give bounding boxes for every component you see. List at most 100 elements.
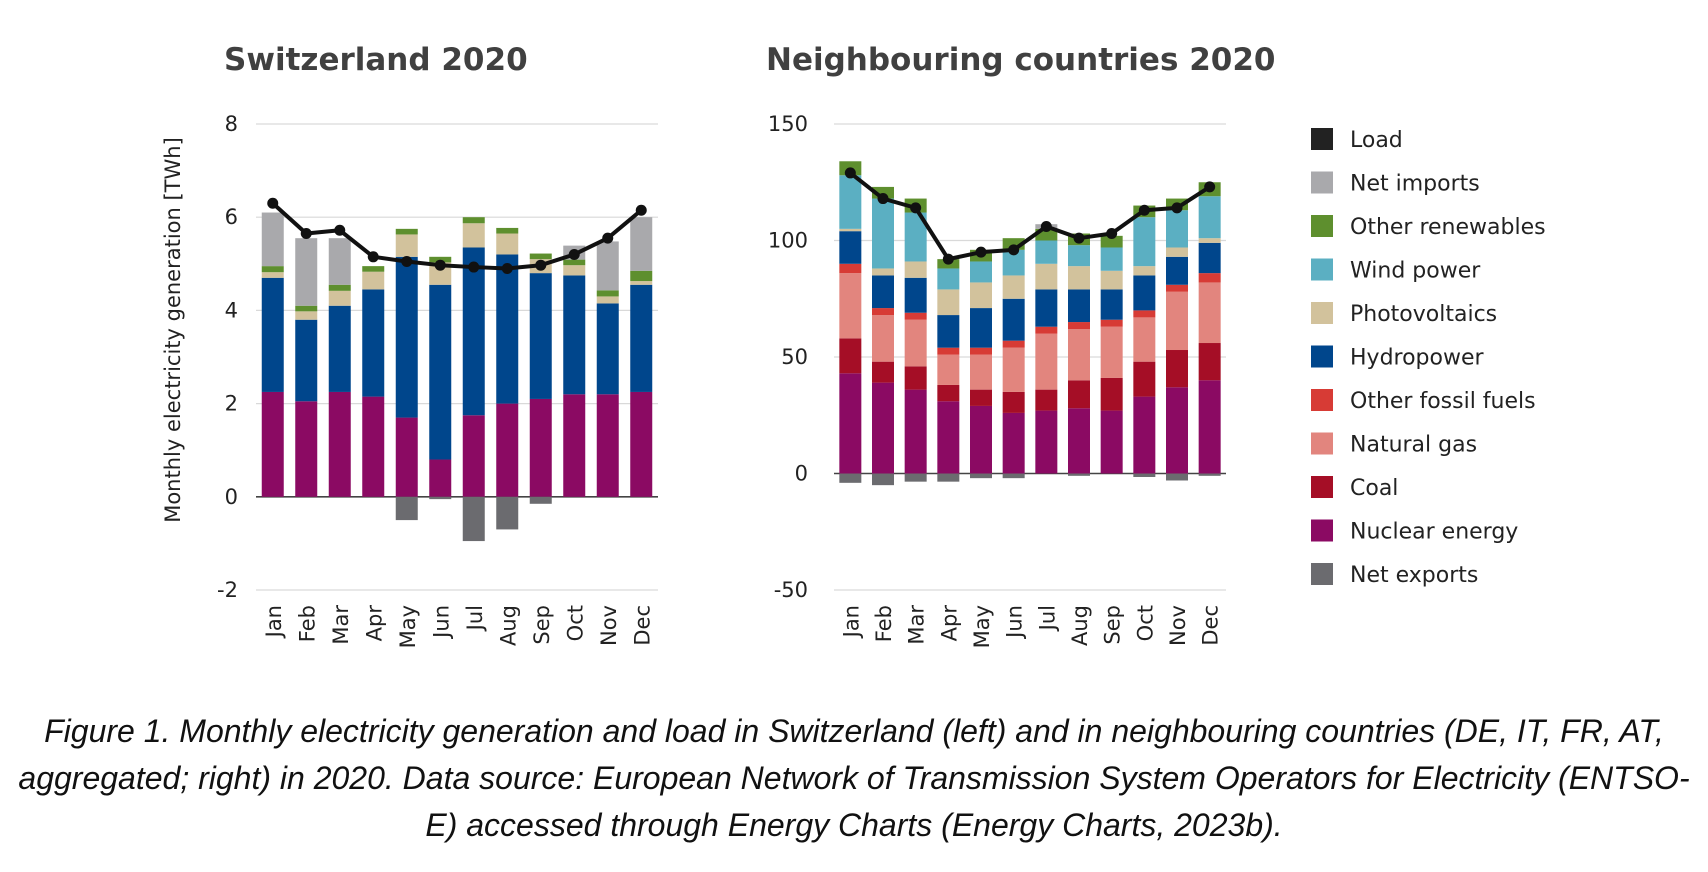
bar-segment — [529, 496, 552, 504]
x-tick-label: May — [396, 605, 420, 648]
load-point — [1171, 202, 1183, 214]
load-point — [568, 248, 580, 260]
x-tick-label: Aug — [496, 605, 520, 646]
load-point — [367, 251, 379, 263]
bar-segment — [970, 389, 992, 406]
load-point — [334, 224, 346, 236]
bar-segment — [261, 272, 284, 278]
y-tick-label: 8 — [225, 112, 238, 136]
bar-segment — [1035, 326, 1058, 334]
bar-segment — [295, 401, 318, 497]
load-point — [535, 259, 547, 271]
bar-segment — [904, 366, 927, 390]
bar-segment — [904, 319, 927, 367]
bar-segment — [1002, 249, 1025, 276]
bar-segment — [295, 305, 318, 312]
x-tick-label: Oct — [563, 605, 587, 641]
x-tick-label: Sep — [1101, 605, 1125, 645]
load-point — [1008, 244, 1020, 256]
load-point — [635, 204, 647, 216]
bar-segment — [328, 305, 351, 392]
bar-segment — [362, 396, 385, 497]
bar-segment — [362, 289, 385, 397]
load-point — [401, 255, 413, 267]
bar-segment — [937, 289, 960, 316]
y-tick-label: 150 — [768, 112, 808, 136]
bar-segment — [295, 319, 318, 402]
bar-segment — [462, 415, 485, 497]
legend-swatch — [1311, 476, 1333, 498]
bar-segment — [496, 233, 519, 255]
bar-segment — [937, 473, 960, 482]
bar-segment — [1002, 391, 1025, 413]
legend-label: Load — [1350, 128, 1403, 153]
bar-segment — [1133, 266, 1156, 276]
bar-segment — [872, 361, 894, 383]
bar-segment — [1166, 473, 1188, 481]
legend-label: Net exports — [1350, 563, 1478, 588]
bar-segment — [496, 254, 519, 404]
bar-segment — [328, 290, 351, 306]
bar-segment — [395, 228, 418, 235]
legend-swatch — [1311, 345, 1333, 368]
bar-segment — [1002, 347, 1025, 392]
legend-swatch — [1311, 215, 1333, 237]
bar-segment — [630, 270, 653, 282]
y-tick-label: 0 — [795, 462, 808, 486]
bar-segment — [1068, 473, 1090, 476]
bar-segment — [1035, 289, 1058, 327]
bar-segment — [937, 401, 960, 474]
bar-segment — [1133, 317, 1156, 362]
bar-segment — [1166, 247, 1188, 257]
bar-segment — [904, 473, 927, 482]
y-tick-label: 100 — [768, 229, 808, 253]
bar-segment — [1002, 412, 1025, 474]
y-tick-label: 2 — [225, 392, 238, 416]
bar-segment — [1198, 273, 1221, 283]
bar-segment — [904, 261, 927, 278]
bar-segment — [1166, 284, 1188, 292]
x-tick-label: May — [970, 605, 994, 648]
load-point — [501, 262, 513, 274]
bar-segment — [1035, 228, 1058, 241]
bar-segment — [1133, 473, 1156, 477]
x-tick-label: Dec — [1199, 605, 1223, 646]
load-line — [849, 171, 1211, 262]
bar-segment — [563, 394, 586, 497]
bar-segment — [839, 273, 862, 339]
bar-segment — [1068, 322, 1090, 330]
load-point — [1106, 228, 1118, 240]
bar-segment — [872, 186, 894, 199]
legend-swatch — [1311, 519, 1333, 542]
bar-segment — [1002, 298, 1025, 341]
bar-segment — [1100, 319, 1123, 327]
bar-segment — [1035, 333, 1058, 390]
bar-segment — [596, 303, 619, 395]
bar-segment — [563, 265, 586, 276]
bar-segment — [328, 238, 351, 285]
load-point — [1040, 221, 1052, 233]
bar-segment — [496, 227, 519, 234]
bar-segment — [937, 354, 960, 385]
bar-segment — [462, 247, 485, 416]
bar-segment — [429, 496, 452, 500]
bar-segment — [395, 256, 418, 418]
bar-segment — [261, 212, 284, 267]
legend-label: Nuclear energy — [1350, 520, 1518, 545]
bar-segment — [1100, 410, 1123, 474]
x-tick-label: Apr — [362, 605, 386, 642]
bar-segment — [462, 223, 485, 248]
bar-segment — [970, 473, 992, 479]
bar-segment — [1166, 387, 1188, 474]
bar-segment — [1100, 289, 1123, 320]
x-tick-label: Jul — [463, 605, 487, 632]
x-tick-label: Apr — [937, 605, 961, 642]
bar-segment — [362, 266, 385, 272]
chart-neighbouring-countries: Neighbouring countries 2020 -50 0 50 100 150… — [766, 42, 1275, 648]
bar-segment — [872, 198, 894, 269]
x-tick-label: Feb — [872, 605, 896, 642]
legend-label: Other renewables — [1350, 215, 1546, 240]
bar-segment — [295, 238, 318, 306]
bar-segment — [839, 231, 862, 264]
bar-segment — [1068, 408, 1090, 474]
